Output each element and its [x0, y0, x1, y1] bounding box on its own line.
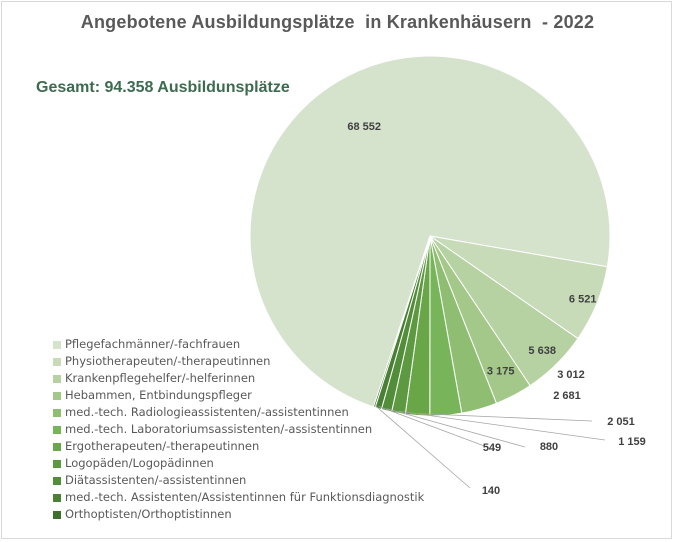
legend-label: Krankenpflegehelfer/-helferinnen: [65, 371, 256, 385]
legend-swatch: [53, 340, 61, 349]
legend-label: med.-tech. Laboratoriumsassistenten/-ass…: [65, 422, 373, 436]
legend-item-hebammen-entbindungspfleger: Hebammen, Entbindungspfleger: [53, 387, 424, 404]
leader-line-ergotherapeuten-therapeutinnen: [417, 413, 593, 422]
legend-swatch: [53, 374, 61, 383]
data-label-logopaden-logopadinnen: 1 159: [618, 436, 646, 448]
data-label-med-tech-laboratoriumsassistenten-assistentinnen: 2 681: [553, 390, 581, 402]
legend: Pflegefachmänner/-fachfrauen Physiotherap…: [53, 336, 424, 523]
legend-item-logopaden-logopadinnen: Logopäden/Logopädinnen: [53, 455, 424, 472]
legend-label: Physiotherapeuten/-therapeutinnen: [65, 354, 271, 368]
legend-item-physiotherapeuten-therapeutinnen: Physiotherapeuten/-therapeutinnen: [53, 353, 424, 370]
data-label-orthoptisten-orthoptistinnen: 140: [482, 485, 500, 497]
leader-line-diatassistenten-assistentinnen: [386, 408, 526, 448]
legend-swatch: [53, 510, 61, 519]
legend-label: Hebammen, Entbindungspfleger: [65, 388, 252, 402]
legend-swatch: [53, 391, 61, 400]
legend-swatch: [53, 357, 61, 366]
leader-line-orthoptisten-orthoptistinnen: [374, 404, 471, 489]
legend-label: Diätassistenten/-assistentinnen: [65, 473, 247, 487]
legend-item-pflegefachmanner-fachfrauen: Pflegefachmänner/-fachfrauen: [53, 336, 424, 353]
legend-swatch: [53, 425, 61, 434]
legend-item-diatassistenten-assistentinnen: Diätassistenten/-assistentinnen: [53, 472, 424, 489]
leader-line-med-tech-assistenten-assistentinnen-fur-funktionsdiagnostik: [378, 406, 488, 448]
legend-item-krankenpflegehelfer-helferinnen: Krankenpflegehelfer/-helferinnen: [53, 370, 424, 387]
leader-line-logopaden-logopadinnen: [398, 410, 606, 441]
total-annotation: Gesamt: 94.358 Ausbildunsplätze: [36, 79, 290, 96]
legend-label: med.-tech. Radiologieassistenten/-assist…: [65, 405, 349, 419]
data-label-krankenpflegehelfer-helferinnen: 5 638: [528, 345, 556, 357]
legend-swatch: [53, 459, 61, 468]
data-label-med-tech-radiologieassistenten-assistentinnen: 3 012: [557, 369, 585, 381]
legend-item-orthoptisten-orthoptistinnen: Orthoptisten/Orthoptistinnen: [53, 506, 424, 523]
legend-swatch: [53, 408, 61, 417]
legend-label: Orthoptisten/Orthoptistinnen: [65, 507, 232, 521]
data-label-hebammen-entbindungspfleger: 3 175: [487, 366, 515, 378]
legend-swatch: [53, 493, 61, 502]
legend-item-med-tech-radiologieassistenten-assistentinnen: med.-tech. Radiologieassistenten/-assist…: [53, 404, 424, 421]
leader-lines: [374, 404, 606, 489]
data-label-physiotherapeuten-therapeutinnen: 6 521: [569, 294, 597, 306]
legend-label: Logopäden/Logopädinnen: [65, 456, 214, 470]
legend-label: Ergotherapeuten/-therapeutinnen: [65, 439, 260, 453]
data-labels: 68 552 6 521 5 638 3 175 3 012 2 681 2 051 1 15…: [347, 121, 645, 497]
data-label-diatassistenten-assistentinnen: 880: [540, 441, 558, 453]
legend-swatch: [53, 442, 61, 451]
legend-label: Pflegefachmänner/-fachfrauen: [65, 337, 241, 351]
data-label-med-tech-assistenten-assistentinnen-fur-funktionsdiagnostik: 549: [483, 442, 501, 454]
pie-slice-pflegefachmanner-fachfrauen: [249, 55, 611, 408]
legend-item-med-tech-laboratoriumsassistenten-assistentinnen: med.-tech. Laboratoriumsassistenten/-ass…: [53, 421, 424, 438]
pie-slice-orthoptisten-orthoptistinnen: [372, 235, 431, 409]
legend-item-ergotherapeuten-therapeutinnen: Ergotherapeuten/-therapeutinnen: [53, 438, 424, 455]
legend-item-med-tech-assistenten-assistentinnen-fur-funktionsdiagnostik: med.-tech. Assistenten/Assistentinnen fü…: [53, 489, 424, 506]
data-label-ergotherapeuten-therapeutinnen: 2 051: [607, 416, 635, 428]
pie-slices: [249, 55, 611, 417]
chart-title: Angebotene Ausbildungsplätze in Krankenh…: [80, 12, 595, 32]
legend-swatch: [53, 476, 61, 485]
legend-label: med.-tech. Assistenten/Assistentinnen fü…: [65, 490, 425, 504]
data-label-pflegefachmanner-fachfrauen: 68 552: [347, 121, 381, 133]
